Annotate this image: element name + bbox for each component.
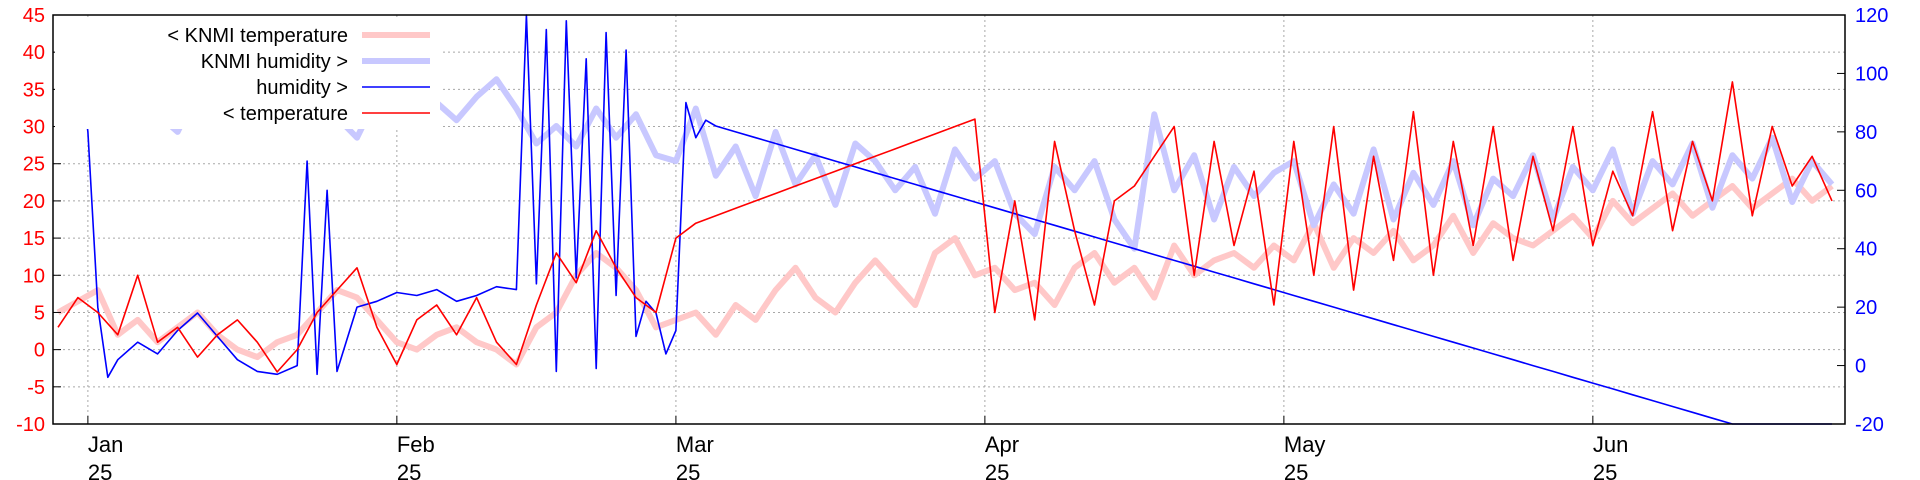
left-tick-label: 45 (23, 5, 45, 27)
x-tick-sublabel: 25 (1284, 460, 1308, 480)
right-axis: -20 0 20 40 60 80 100 120 (1837, 5, 1888, 436)
right-tick-label: 120 (1855, 5, 1888, 27)
x-tick-label: Apr (985, 432, 1019, 457)
right-tick-label: 100 (1855, 63, 1888, 85)
left-tick-label: 10 (23, 265, 45, 287)
x-tick-label: Jun (1593, 432, 1628, 457)
x-tick-label: Mar (676, 432, 714, 457)
left-tick-label: 30 (23, 117, 45, 139)
left-axis: -10 -5 0 5 10 15 20 25 30 35 40 45 (16, 5, 61, 436)
x-tick-sublabel: 25 (88, 460, 112, 480)
series-line-3 (57, 81, 1833, 373)
x-tick-label: Jan (88, 432, 123, 457)
left-tick-label: 40 (23, 42, 45, 64)
left-tick-label: 5 (34, 302, 45, 324)
legend-label: < KNMI temperature (167, 25, 348, 47)
right-tick-label: -20 (1855, 414, 1884, 436)
left-tick-label: 0 (34, 340, 45, 362)
left-tick-label: 15 (23, 228, 45, 250)
plot-frame (52, 14, 1846, 425)
left-tick-label: 35 (23, 79, 45, 101)
right-tick-label: 20 (1855, 297, 1877, 319)
left-tick-label: -10 (16, 414, 45, 436)
x-tick-sublabel: 25 (397, 460, 421, 480)
x-tick-label: Feb (397, 432, 435, 457)
x-tick-sublabel: 25 (1593, 460, 1617, 480)
left-tick-label: 25 (23, 154, 45, 176)
right-tick-label: 60 (1855, 180, 1877, 202)
left-tick-label: 20 (23, 191, 45, 213)
x-tick-sublabel: 25 (676, 460, 700, 480)
left-tick-label: -5 (27, 377, 45, 399)
right-tick-label: 0 (1855, 356, 1866, 378)
series-line-2 (57, 14, 1832, 425)
legend-label: humidity > (256, 77, 348, 99)
x-tick-label: May (1284, 432, 1326, 457)
x-axis: Jan 25 Feb 25 Mar 25 Apr 25 May 25 Jun 25 (87, 416, 1628, 480)
legend-label: KNMI humidity > (201, 51, 348, 73)
legend-label: < temperature (223, 103, 348, 125)
legend: < KNMI temperature KNMI humidity > humidit… (55, 17, 440, 129)
series-line-0 (56, 175, 1834, 368)
right-tick-label: 40 (1855, 239, 1877, 261)
right-tick-label: 80 (1855, 122, 1877, 144)
x-tick-sublabel: 25 (985, 460, 1009, 480)
